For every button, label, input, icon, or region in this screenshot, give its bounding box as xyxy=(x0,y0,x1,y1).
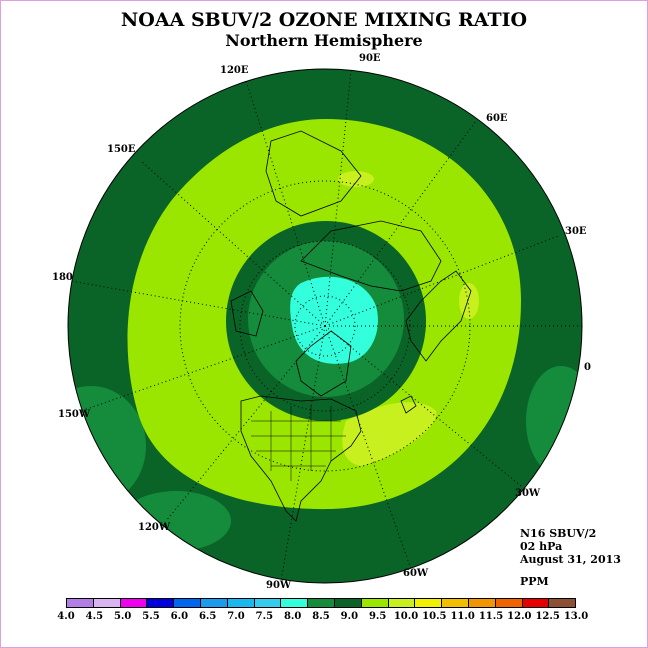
asia-north-outline xyxy=(300,220,442,292)
colorbar-swatch xyxy=(334,599,362,607)
colorbar-swatch xyxy=(495,599,523,607)
field-lighter-patch xyxy=(342,402,437,466)
meridian-line xyxy=(324,70,352,327)
greenland-outline xyxy=(295,330,352,397)
field-core-cyan xyxy=(290,276,378,364)
alaska-outline xyxy=(230,290,264,337)
colorbar-tick-label: 5.5 xyxy=(142,611,160,622)
colorbar-tick-label: 8.0 xyxy=(283,611,302,622)
colorbar-swatch xyxy=(522,599,550,607)
asia-east-outline xyxy=(265,130,362,217)
colorbar-swatch xyxy=(281,599,309,607)
info-block: N16 SBUV/2 02 hPa August 31, 2013 xyxy=(520,527,621,566)
iceland-outline xyxy=(400,395,417,414)
colorbar-swatch xyxy=(93,599,121,607)
colorbar-swatch xyxy=(415,599,443,607)
field-patch-left xyxy=(68,386,146,506)
colorbar-swatch xyxy=(200,599,228,607)
field-patch-right xyxy=(526,366,582,476)
latitude-circle xyxy=(294,295,356,357)
us-state-borders xyxy=(251,406,346,481)
colorbar-tick-label: 6.0 xyxy=(170,611,189,622)
units-label: PPM xyxy=(520,575,549,588)
lon-label-30w: 30W xyxy=(515,488,541,499)
colorbar-tick-label: 10.5 xyxy=(422,611,447,622)
colorbar-tick-label: 5.0 xyxy=(113,611,132,622)
colorbar-tick-label: 8.5 xyxy=(312,611,330,622)
map-border xyxy=(67,68,583,584)
colorbar-tick-label: 11.0 xyxy=(450,611,475,622)
colorbar-tick-label: 10.0 xyxy=(393,611,419,622)
map-title: NOAA SBUV/2 OZONE MIXING RATIO xyxy=(120,9,528,31)
colorbar-tick-label: 12.0 xyxy=(507,611,532,622)
lon-label-180: 180 xyxy=(52,272,73,283)
colorbar-tick-label: 7.5 xyxy=(255,611,274,622)
lon-label-150w: 150W xyxy=(58,409,91,420)
lon-label-90w: 90W xyxy=(266,580,292,591)
pressure-label: 02 hPa xyxy=(520,540,563,553)
colorbar-tick-label: 9.5 xyxy=(368,611,387,622)
colorbar-tick-label: 4.5 xyxy=(85,611,104,622)
field-lighter-patch-right xyxy=(459,283,479,319)
longitude-labels: 0 30E 60E 90E 120E 150E 180 150W 120W 90… xyxy=(52,53,591,591)
lon-label-60w: 60W xyxy=(403,568,429,579)
colorbar-swatch xyxy=(442,599,469,607)
meridian-line xyxy=(245,80,326,327)
colorbar-swatch xyxy=(254,599,282,607)
field-lighter-patch-top xyxy=(338,171,374,187)
colorbar-swatch xyxy=(147,599,175,607)
meridian-line xyxy=(324,120,477,327)
colorbar-swatch xyxy=(67,599,94,607)
colorbar xyxy=(66,598,576,608)
graticule xyxy=(70,70,582,582)
colorbar-swatch xyxy=(388,599,416,607)
field-patch-bottom xyxy=(121,491,231,551)
europe-outline xyxy=(405,270,472,362)
colorbar-labels: 4.0 4.5 5.0 5.5 6.0 6.5 7.0 7.5 8.0 8.5 9.0 9.5 10.0… xyxy=(1,611,647,625)
colorbar-swatch xyxy=(361,599,389,607)
map-subtitle: Northern Hemisphere xyxy=(225,31,423,50)
north-america-outline xyxy=(240,395,362,522)
satellite-label: N16 SBUV/2 xyxy=(520,527,597,540)
lon-label-0: 0 xyxy=(584,362,591,373)
colorbar-tick-label: 7.0 xyxy=(227,611,245,622)
lon-label-90e: 90E xyxy=(359,53,381,64)
colorbar-tick-label: 4.0 xyxy=(57,611,75,622)
colorbar-tick-label: 13.0 xyxy=(563,611,589,622)
date-label: August 31, 2013 xyxy=(520,553,621,566)
colorbar-swatch xyxy=(227,599,255,607)
colorbar-swatch xyxy=(120,599,148,607)
lon-label-30e: 30E xyxy=(565,226,587,237)
colorbar-swatch xyxy=(308,599,335,607)
colorbar-tick-label: 11.5 xyxy=(478,611,504,622)
colorbar-swatch xyxy=(468,599,496,607)
colorbar-tick-label: 9.0 xyxy=(340,611,359,622)
coastlines xyxy=(230,130,472,522)
colorbar-swatch xyxy=(549,599,576,607)
colorbar-tick-label: 6.5 xyxy=(198,611,217,622)
colorbar-tick-label: 12.5 xyxy=(535,611,560,622)
lon-label-150e: 150E xyxy=(107,144,136,155)
meridian-line xyxy=(324,325,412,570)
lon-label-120e: 120E xyxy=(220,65,249,76)
colorbar-swatch xyxy=(174,599,201,607)
lon-label-120w: 120W xyxy=(138,522,171,533)
meridian-line xyxy=(70,280,326,327)
lon-label-60e: 60E xyxy=(486,113,508,124)
